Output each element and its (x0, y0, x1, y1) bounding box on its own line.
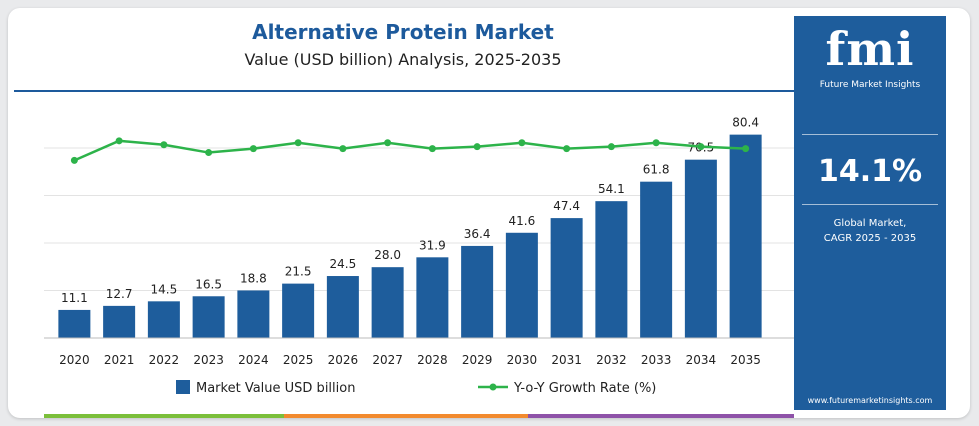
growth-point-2032 (607, 143, 615, 151)
bar-2032 (595, 201, 628, 338)
growth-point-2028 (428, 145, 436, 153)
chart-card: Alternative Protein Market Value (USD bi… (8, 8, 970, 418)
fmi-logo: fmi (825, 22, 915, 76)
chart-title: Alternative Protein Market (252, 20, 554, 44)
bar-line-chart: 11.1 2020 12.7 2021 14.5 2022 16.5 2023 18.8 2024… (44, 116, 794, 396)
cagr-label: Global Market, CAGR 2025 - 2035 (794, 216, 946, 246)
logo-tagline: Future Market Insights (819, 80, 921, 90)
sidebar-divider-top (802, 134, 938, 135)
bottom-strip-green (44, 414, 284, 418)
growth-rate-line (73, 139, 746, 162)
x-tick-2024: 2024 (238, 353, 269, 367)
data-label-2021: 12.7 (106, 287, 133, 301)
data-label-2025: 21.5 (285, 265, 312, 279)
bar-2026 (326, 276, 359, 338)
growth-point-2030 (518, 139, 526, 147)
data-label-2024: 18.8 (240, 271, 267, 285)
bar-2020 (58, 309, 91, 338)
bar-2024 (237, 290, 270, 338)
bar-2027 (371, 267, 404, 338)
data-label-2031: 47.4 (553, 199, 580, 213)
sidebar-divider-mid (802, 204, 938, 205)
cagr-value: 14.1% (817, 154, 923, 189)
growth-point-2023 (205, 149, 213, 157)
data-label-2027: 28.0 (374, 248, 401, 262)
bar-2030 (505, 232, 538, 338)
x-tick-2020: 2020 (59, 353, 90, 367)
x-tick-2035: 2035 (730, 353, 761, 367)
growth-point-2027 (384, 139, 392, 147)
growth-point-2021 (115, 137, 123, 145)
growth-point-2034 (697, 143, 705, 151)
growth-point-2029 (473, 143, 481, 151)
legend-bar-label: Market Value USD billion (196, 381, 355, 396)
data-label-2022: 14.5 (151, 282, 178, 296)
x-tick-2030: 2030 (507, 353, 538, 367)
bar-2022 (147, 301, 180, 338)
legend-line-marker (489, 383, 497, 391)
bar-2028 (416, 257, 449, 338)
bar-2033 (640, 181, 673, 338)
data-label-2023: 16.5 (195, 277, 222, 291)
cagr-label-line2: CAGR 2025 - 2035 (823, 233, 917, 244)
x-tick-2029: 2029 (462, 353, 493, 367)
x-tick-2023: 2023 (193, 353, 224, 367)
x-tick-2021: 2021 (104, 353, 135, 367)
growth-point-2033 (652, 139, 660, 147)
legend-line-label: Y-o-Y Growth Rate (%) (513, 381, 656, 396)
data-label-2032: 54.1 (598, 182, 625, 196)
data-label-2026: 24.5 (330, 257, 357, 271)
growth-point-2024 (249, 145, 257, 153)
x-tick-2025: 2025 (283, 353, 314, 367)
growth-point-2022 (160, 141, 168, 149)
website-url: www.futuremarketinsights.com (807, 396, 933, 405)
x-tick-2033: 2033 (641, 353, 672, 367)
growth-point-2020 (70, 156, 78, 164)
legend-bar-swatch (176, 380, 190, 394)
x-tick-2031: 2031 (551, 353, 582, 367)
growth-point-2026 (339, 145, 347, 153)
bar-2025 (282, 283, 315, 338)
data-label-2028: 31.9 (419, 238, 446, 252)
x-tick-2022: 2022 (149, 353, 180, 367)
bar-2029 (461, 245, 494, 338)
chart-subtitle: Value (USD billion) Analysis, 2025-2035 (244, 50, 562, 69)
growth-point-2035 (742, 145, 750, 153)
x-tick-2027: 2027 (372, 353, 403, 367)
data-label-2030: 41.6 (509, 214, 536, 228)
x-tick-2026: 2026 (328, 353, 359, 367)
chart-area: Alternative Protein Market Value (USD bi… (8, 8, 798, 418)
bottom-strip-orange (284, 414, 528, 418)
data-label-2035: 80.4 (732, 116, 759, 130)
bar-2031 (550, 218, 583, 338)
bar-2034 (684, 159, 717, 338)
bar-2021 (103, 305, 136, 338)
x-tick-2034: 2034 (686, 353, 717, 367)
title-divider (14, 90, 794, 92)
bar-2023 (192, 296, 225, 338)
data-label-2020: 11.1 (61, 291, 88, 305)
sidebar-panel: fmi Future Market Insights 14.1% Global … (794, 16, 946, 410)
bar-2035 (729, 134, 762, 338)
x-tick-2032: 2032 (596, 353, 627, 367)
cagr-label-line1: Global Market, (833, 218, 907, 229)
x-tick-2028: 2028 (417, 353, 448, 367)
bottom-strip-purple (528, 414, 794, 418)
data-label-2029: 36.4 (464, 227, 491, 241)
growth-point-2031 (563, 145, 571, 153)
data-label-2033: 61.8 (643, 163, 670, 177)
growth-point-2025 (294, 139, 302, 147)
